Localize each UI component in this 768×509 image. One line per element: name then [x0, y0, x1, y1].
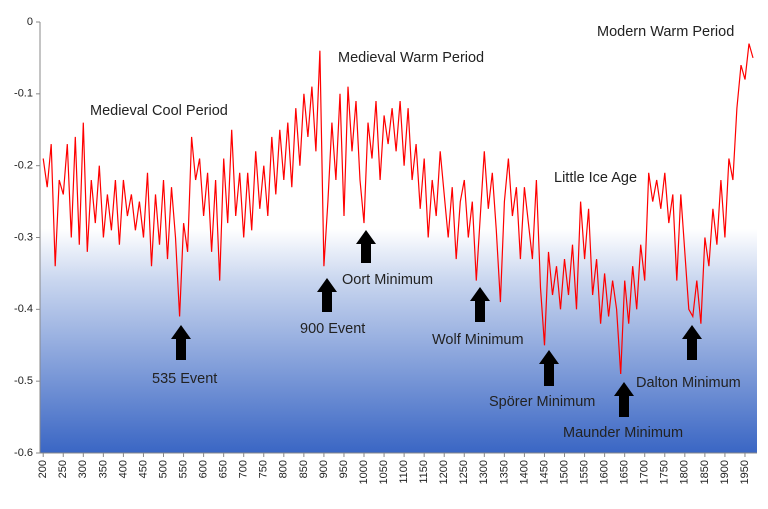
x-tick-label: 700 — [238, 460, 250, 478]
x-tick-label: 1850 — [699, 460, 711, 484]
x-tick-label: 1250 — [458, 460, 470, 484]
y-tick-label: -0.4 — [14, 303, 33, 315]
annotation: Little Ice Age — [554, 170, 637, 186]
x-tick-label: 250 — [57, 460, 69, 478]
x-tick-label: 1500 — [558, 460, 570, 484]
x-tick-label: 1150 — [418, 460, 430, 484]
arrow — [317, 278, 337, 312]
x-tick-label: 450 — [137, 460, 149, 478]
x-tick-label: 1350 — [498, 460, 510, 484]
annotation: Medieval Warm Period — [338, 50, 484, 66]
annotation: Maunder Minimum — [563, 425, 683, 441]
arrow — [682, 325, 702, 360]
data-line — [42, 43, 754, 375]
annotation: Wolf Minimum — [432, 332, 524, 348]
x-tick-label: 1600 — [599, 460, 611, 484]
y-tick-label: -0.3 — [14, 231, 33, 243]
x-tick-label: 1100 — [398, 460, 410, 484]
y-tick-label: -0.6 — [14, 447, 33, 459]
x-tick-label: 1050 — [378, 460, 390, 484]
x-tick-label: 800 — [278, 460, 290, 478]
annotation: Spörer Minimum — [489, 394, 595, 410]
annotation: 535 Event — [152, 371, 217, 387]
y-tick-label: 0 — [27, 16, 33, 28]
x-tick-label: 300 — [77, 460, 89, 478]
y-tick-label: -0.1 — [14, 88, 33, 100]
x-tick-label: 600 — [198, 460, 210, 478]
y-tick-label: -0.5 — [14, 375, 33, 387]
x-tick-label: 1550 — [578, 460, 590, 484]
x-tick-label: 1750 — [659, 460, 671, 484]
y-tick-label: -0.2 — [14, 160, 33, 172]
x-tick-label: 950 — [338, 460, 350, 478]
arrow — [171, 325, 191, 360]
x-tick-label: 850 — [298, 460, 310, 478]
x-tick-label: 1900 — [719, 460, 731, 484]
arrow — [539, 350, 559, 386]
x-tick-label: 1700 — [639, 460, 651, 484]
annotation: Medieval Cool Period — [90, 103, 228, 119]
x-tick-label: 200 — [37, 460, 49, 478]
x-tick-label: 350 — [97, 460, 109, 478]
arrow — [470, 287, 490, 322]
annotation: 900 Event — [300, 321, 365, 337]
annotation: Modern Warm Period — [597, 24, 734, 40]
x-tick-label: 1200 — [438, 460, 450, 484]
x-tick-label: 1300 — [478, 460, 490, 484]
x-tick-label: 1950 — [739, 460, 751, 484]
x-tick-label: 500 — [157, 460, 169, 478]
x-tick-label: 1650 — [619, 460, 631, 484]
x-tick-label: 550 — [177, 460, 189, 478]
arrow — [356, 230, 376, 263]
x-tick-label: 1000 — [358, 460, 370, 484]
x-tick-label: 1400 — [518, 460, 530, 484]
x-tick-label: 650 — [218, 460, 230, 478]
x-tick-label: 1450 — [538, 460, 550, 484]
x-tick-label: 900 — [318, 460, 330, 478]
annotation: Oort Minimum — [342, 272, 433, 288]
x-tick-label: 1800 — [679, 460, 691, 484]
x-tick-label: 750 — [258, 460, 270, 478]
x-tick-label: 400 — [117, 460, 129, 478]
arrow — [614, 382, 634, 417]
annotation: Dalton Minimum — [636, 375, 741, 391]
